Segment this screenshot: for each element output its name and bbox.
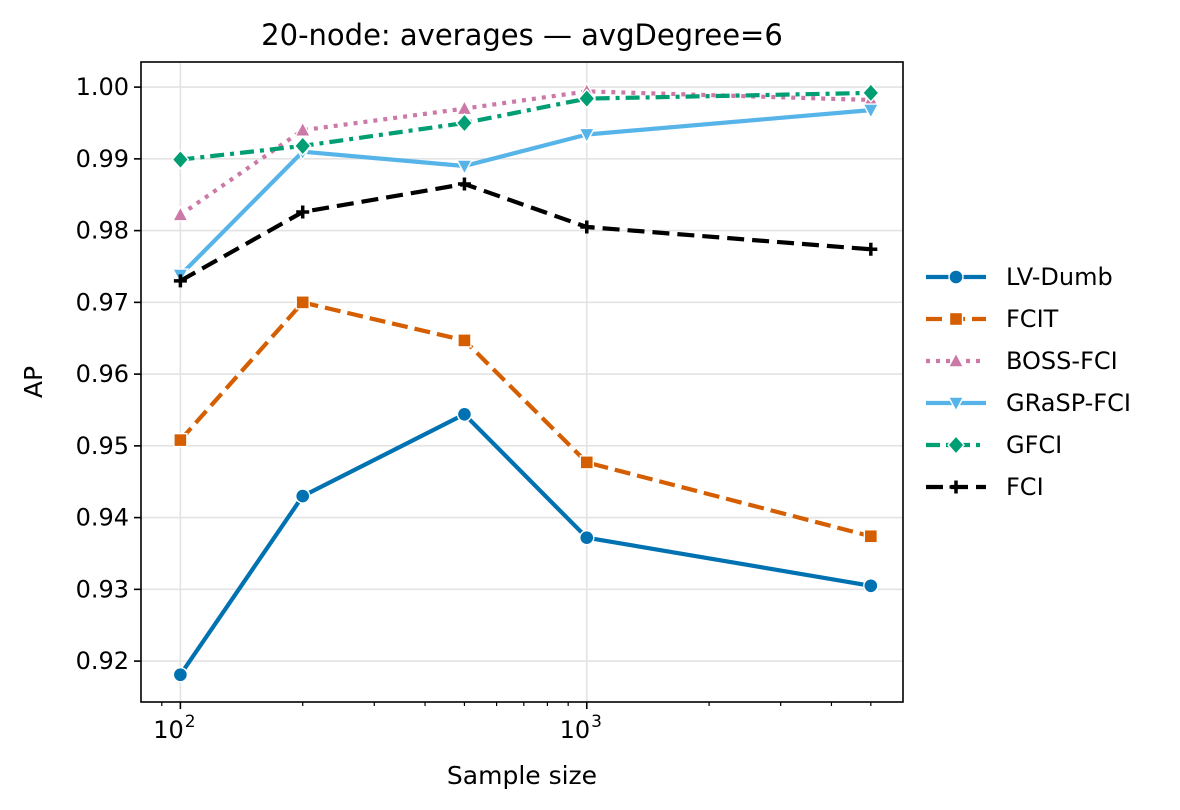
legend-item-lv-dumb: LV-Dumb xyxy=(926,263,1113,291)
data-point xyxy=(295,488,311,504)
legend-marker xyxy=(947,351,965,368)
data-point xyxy=(579,529,595,546)
legend-item-boss-fci: BOSS-FCI xyxy=(926,347,1118,375)
data-point xyxy=(862,103,880,120)
y-tick-label: 0.93 xyxy=(76,575,129,603)
legend-item-grasp-fci: GRaSP-FCI xyxy=(926,389,1131,417)
y-axis-label: AP xyxy=(19,366,48,398)
x-axis-label: Sample size xyxy=(447,761,597,790)
chart-title: 20-node: averages — avgDegree=6 xyxy=(261,18,783,52)
legend-label: GRaSP-FCI xyxy=(1006,389,1131,417)
data-point xyxy=(864,242,878,256)
data-point xyxy=(456,406,473,422)
y-tick-label: 0.96 xyxy=(76,360,129,388)
data-point xyxy=(580,220,594,234)
legend-marker xyxy=(949,480,963,494)
data-point xyxy=(577,88,596,109)
data-point xyxy=(579,455,594,470)
data-point xyxy=(457,177,471,191)
data-point xyxy=(295,295,310,310)
legend-label: BOSS-FCI xyxy=(1006,347,1118,375)
plot-background xyxy=(141,62,903,702)
legend-item-gfci: GFCI xyxy=(926,431,1062,459)
data-point xyxy=(455,112,474,134)
x-tick-label: 103 xyxy=(560,712,602,744)
legend-label: LV-Dumb xyxy=(1006,263,1113,291)
y-tick-label: 0.92 xyxy=(76,647,129,675)
legend-label: FCI xyxy=(1006,473,1044,501)
data-point xyxy=(863,529,879,544)
y-tick-label: 0.97 xyxy=(76,288,129,316)
data-point xyxy=(296,205,310,219)
legend-marker xyxy=(947,434,965,456)
series-line xyxy=(180,90,871,162)
legend-marker xyxy=(948,269,964,285)
legend-label: GFCI xyxy=(1006,431,1062,459)
data-point xyxy=(455,159,474,176)
y-tick-label: 0.99 xyxy=(76,145,129,173)
legend: LV-Dumb FCIT BOSS-FCI GRaSP-FCI GFCI FCI xyxy=(926,263,1131,501)
data-point xyxy=(863,578,879,594)
data-point xyxy=(171,205,190,222)
data-point xyxy=(578,127,596,144)
x-tick-label: 102 xyxy=(153,712,195,744)
series-fci xyxy=(173,177,878,288)
data-point xyxy=(861,82,880,103)
y-tick-label: 0.95 xyxy=(76,432,129,460)
y-tick-label: 0.94 xyxy=(76,504,129,532)
legend-label: FCIT xyxy=(1006,305,1059,333)
data-point xyxy=(173,274,187,288)
data-point xyxy=(173,432,188,448)
series-gfci xyxy=(171,82,880,170)
legend-item-fci: FCI xyxy=(926,473,1044,501)
legend-marker xyxy=(948,311,964,327)
series-group xyxy=(171,81,880,683)
data-point xyxy=(457,333,472,348)
legend-item-fcit: FCIT xyxy=(926,305,1059,333)
data-point xyxy=(172,667,189,683)
x-axis: 102 103 xyxy=(153,702,872,744)
plot-frame xyxy=(140,61,904,703)
y-tick-label: 1.00 xyxy=(76,73,129,101)
series-fcit xyxy=(173,295,879,544)
series-lv-dumb xyxy=(172,406,879,683)
y-axis: 0.92 0.93 0.94 0.95 0.96 0.97 0.98 0.99 1.00 xyxy=(76,73,141,675)
data-point xyxy=(171,149,190,170)
y-tick-label: 0.98 xyxy=(76,217,129,245)
data-point xyxy=(293,135,312,156)
legend-marker xyxy=(947,396,965,413)
